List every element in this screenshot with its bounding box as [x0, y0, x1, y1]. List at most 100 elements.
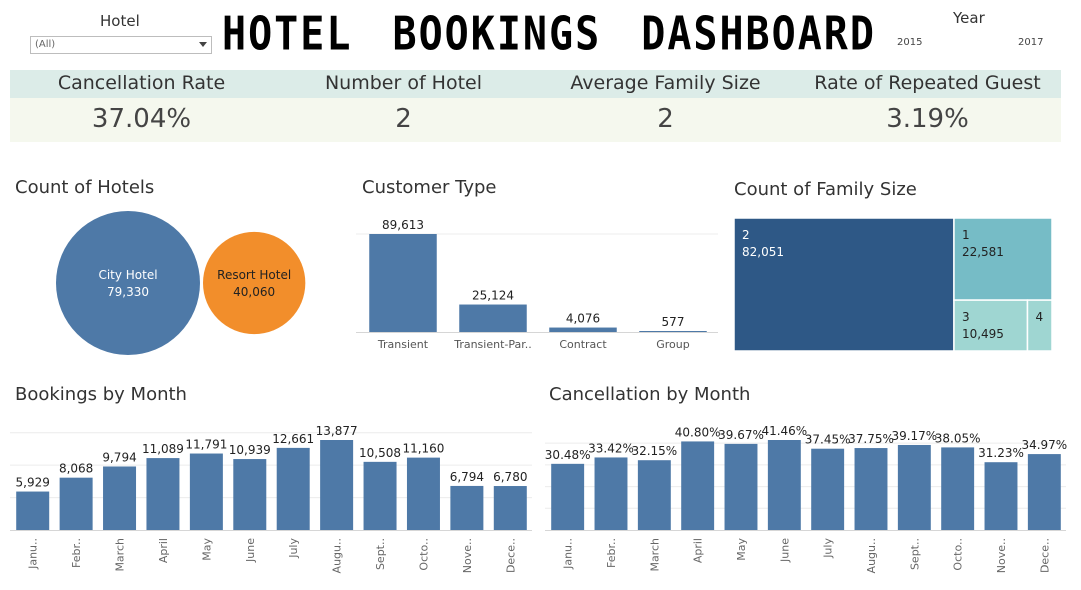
bookings-by-month-chart: 5,929 Janu.. 8,068 Febr.. 9,794 March 11,089 Ap… — [10, 424, 532, 573]
data-label-contract: 4,076 — [566, 312, 600, 326]
count-of-hotels-chart: City Hotel 79,330 Resort Hotel 40,060 — [56, 211, 306, 355]
bar-transient-par — [459, 304, 527, 332]
hotel-filter-label: Hotel — [100, 12, 140, 30]
bar-dece — [493, 486, 527, 530]
tick-label-augu: Augu.. — [331, 538, 344, 573]
kpi-value-band — [10, 98, 1061, 142]
treemap-label-1: 1 — [962, 228, 970, 242]
tick-label-july: July — [822, 538, 835, 559]
bar-janu — [551, 463, 585, 530]
data-label-april: 40.80% — [675, 425, 721, 439]
data-label-nove: 31.23% — [978, 446, 1024, 460]
bar-sept — [897, 444, 931, 530]
treemap-value-2: 82,051 — [742, 245, 784, 259]
bubble-value-city-hotel: 79,330 — [107, 285, 149, 299]
tick-label-may: May — [735, 538, 748, 561]
bar-augu — [854, 448, 888, 530]
tick-label-july: July — [287, 538, 300, 559]
data-label-febr: 8,068 — [59, 462, 93, 476]
tick-label-june: June — [778, 538, 791, 563]
bar-june — [767, 440, 801, 530]
data-label-nove: 6,794 — [450, 470, 484, 484]
tick-label-octo: Octo.. — [417, 538, 430, 571]
bar-march — [637, 460, 671, 530]
data-label-janu: 30.48% — [545, 448, 591, 462]
tick-label-octo: Octo.. — [952, 538, 965, 571]
chevron-down-icon[interactable] — [199, 42, 207, 47]
data-label-may: 11,791 — [185, 438, 227, 452]
treemap-value-1: 22,581 — [962, 245, 1004, 259]
bar-contract — [549, 327, 617, 332]
data-label-april: 11,089 — [142, 442, 184, 456]
bar-transient — [369, 234, 437, 332]
data-label-july: 37.45% — [805, 433, 851, 447]
tick-label-march: March — [114, 538, 127, 572]
hotel-filter-dropdown[interactable]: (All) — [30, 36, 212, 54]
year-filter-label: Year — [953, 9, 985, 27]
data-label-augu: 37.75% — [848, 432, 894, 446]
bar-may — [189, 453, 223, 530]
data-label-transient: 89,613 — [382, 218, 424, 232]
tick-label-contract: Contract — [559, 338, 607, 351]
tick-label-janu: Janu.. — [562, 538, 575, 570]
tick-label-febr: Febr.. — [605, 538, 618, 568]
data-label-sept: 39.17% — [891, 429, 937, 443]
bar-may — [724, 443, 758, 530]
customer-type-chart: 89,613 Transient 25,124 Transient-Par.. 4,07… — [356, 218, 718, 351]
bar-july — [811, 448, 845, 530]
tick-label-dece: Dece.. — [504, 538, 517, 573]
treemap-label-4: 4 — [1035, 310, 1043, 324]
data-label-may: 39.67% — [718, 428, 764, 442]
tick-label-transient-par: Transient-Par.. — [453, 338, 532, 351]
hotel-filter-value: (All) — [35, 39, 56, 50]
tick-label-febr: Febr.. — [70, 538, 83, 568]
bubble-label-resort-hotel: Resort Hotel — [217, 268, 291, 282]
tick-label-june: June — [244, 538, 257, 563]
cancellation-by-month-title: Cancellation by Month — [549, 384, 751, 405]
tick-label-sept: Sept.. — [908, 538, 921, 570]
data-label-janu: 5,929 — [16, 476, 50, 490]
year-filter-max[interactable]: 2017 — [1018, 37, 1044, 48]
treemap-label-3: 3 — [962, 310, 970, 324]
bar-nove — [984, 462, 1018, 530]
data-label-march: 32.15% — [631, 444, 677, 458]
tick-label-dece: Dece.. — [1038, 538, 1051, 573]
data-label-june: 41.46% — [761, 424, 807, 438]
data-label-octo: 38.05% — [935, 431, 981, 445]
tick-label-sept: Sept.. — [374, 538, 387, 570]
treemap-label-2: 2 — [742, 228, 750, 242]
tick-label-group: Group — [656, 338, 690, 351]
bar-janu — [16, 491, 50, 530]
data-label-augu: 13,877 — [316, 424, 358, 438]
bubble-resort-hotel — [203, 231, 306, 335]
data-label-march: 9,794 — [102, 450, 136, 464]
treemap-value-3: 10,495 — [962, 327, 1004, 341]
data-label-july: 12,661 — [272, 432, 314, 446]
dashboard-title: HOTEL BOOKINGS DASHBOARD — [222, 8, 876, 61]
kpi-average-family-size-label: Average Family Size — [570, 72, 761, 94]
data-label-group: 577 — [662, 315, 685, 329]
data-label-octo: 11,160 — [402, 442, 444, 456]
tick-label-march: March — [648, 538, 661, 572]
kpi-number-of-hotel-value: 2 — [395, 104, 412, 134]
tick-label-nove: Nove.. — [995, 538, 1008, 573]
treemap-cell-2 — [734, 218, 955, 352]
bar-sept — [363, 461, 397, 530]
tick-label-april: April — [692, 538, 705, 563]
treemap-cell-1 — [953, 218, 1053, 301]
bar-april — [146, 458, 180, 530]
year-filter-min[interactable]: 2015 — [897, 37, 923, 48]
kpi-average-family-size-value: 2 — [657, 104, 674, 134]
treemap-cell-4 — [1026, 299, 1053, 352]
tick-label-transient: Transient — [377, 338, 429, 351]
tick-label-augu: Augu.. — [865, 538, 878, 573]
bar-octo — [406, 457, 440, 530]
data-label-dece: 34.97% — [1021, 438, 1067, 452]
family-size-treemap: 2 82,051 1 22,581 3 10,495 4 — [734, 218, 1053, 352]
kpi-repeated-guest-label: Rate of Repeated Guest — [814, 72, 1041, 94]
bar-july — [276, 447, 310, 530]
family-size-title: Count of Family Size — [734, 179, 917, 200]
bar-nove — [450, 485, 484, 530]
kpi-row: Cancellation Rate 37.04% Number of Hotel… — [10, 70, 1061, 142]
data-label-transient-par: 25,124 — [472, 289, 514, 303]
